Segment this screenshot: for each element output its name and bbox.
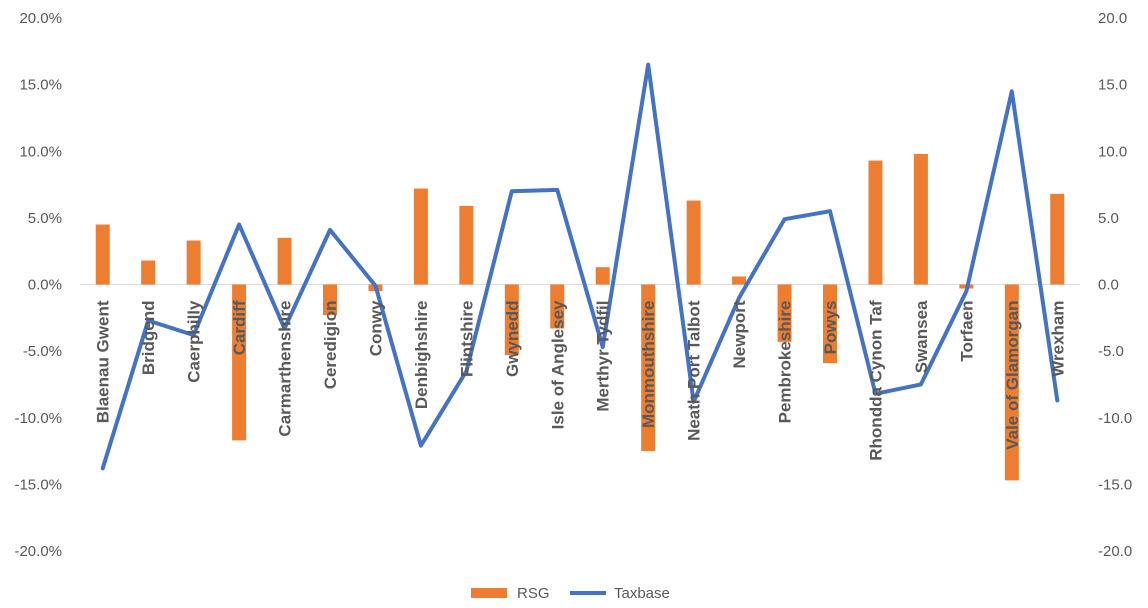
left-tick-label: 20.0% — [19, 10, 62, 27]
category-label: Powys — [821, 301, 840, 355]
category-label: Cardiff — [230, 300, 249, 355]
rsg-bar — [141, 260, 156, 285]
category-label: Blaenau Gwent — [94, 300, 113, 423]
right-tick-label: -15.0 — [1098, 476, 1132, 493]
right-tick-label: 5.0 — [1098, 210, 1119, 227]
left-tick-label: -10.0% — [14, 410, 62, 427]
rsg-bar — [641, 284, 656, 452]
category-label: Merthyr Tydfil — [594, 301, 613, 412]
rsg-bar — [732, 276, 747, 285]
rsg-bar — [277, 237, 292, 285]
category-label: Pembrokeshire — [776, 301, 795, 424]
rsg-bar — [504, 284, 519, 356]
rsg-bar — [686, 200, 701, 285]
rsg-bar — [823, 284, 837, 364]
category-label: Newport — [730, 300, 749, 368]
category-label: Isle of Anglesey — [548, 300, 567, 429]
rsg-bar — [95, 224, 110, 285]
rsg-bar — [186, 240, 201, 285]
rsg-bar — [913, 153, 928, 285]
left-tick-label: 0.0% — [28, 277, 62, 294]
right-tick-label: 15.0 — [1098, 77, 1127, 94]
legend-taxbase-label: Taxbase — [614, 585, 670, 602]
legend: RSG Taxbase — [471, 585, 670, 602]
left-tick-label: 15.0% — [19, 77, 62, 94]
rsg-bar — [1050, 193, 1065, 285]
right-tick-label: 20.0 — [1098, 10, 1127, 27]
left-tick-label: -5.0% — [23, 343, 62, 360]
left-tick-label: -15.0% — [14, 476, 62, 493]
category-label: Flintshire — [457, 301, 476, 378]
rsg-bar — [413, 188, 428, 285]
rsg-bar — [550, 284, 565, 329]
right-tick-label: -10.0 — [1098, 410, 1132, 427]
category-label: Gwynedd — [503, 301, 522, 378]
rsg-bar — [595, 267, 610, 285]
right-tick-label: 0.0 — [1098, 277, 1119, 294]
category-label: Carmarthenshire — [276, 301, 295, 437]
category-label: Wrexham — [1048, 301, 1067, 377]
category-label: Neath Port Talbot — [685, 300, 704, 441]
rsg-bar — [232, 284, 247, 441]
category-label: Conwy — [366, 300, 385, 356]
category-label: Rhondda Cynon Taf — [866, 300, 885, 461]
category-label: Monmouthshire — [639, 301, 658, 429]
left-tick-label: 5.0% — [28, 210, 62, 227]
left-tick-label: -20.0% — [14, 543, 62, 560]
rsg-bar — [1004, 284, 1019, 481]
category-labels: Blaenau Gwent Bridgend Caerphilly Cardiff Ca… — [94, 300, 1068, 461]
category-label: Ceredigion — [321, 301, 340, 390]
category-label: Denbighshire — [412, 300, 431, 409]
category-label: Bridgend — [139, 301, 158, 376]
left-tick-label: 10.0% — [19, 143, 62, 160]
category-label: Caerphilly — [185, 300, 204, 383]
category-label: Swansea — [912, 300, 931, 373]
rsg-bar — [323, 284, 337, 316]
left-axis: 20.0% 15.0% 10.0% 5.0% 0.0% -5.0% -10.0% -15.0%… — [14, 10, 62, 560]
right-tick-label: -5.0 — [1098, 343, 1124, 360]
right-tick-label: 10.0 — [1098, 143, 1127, 160]
category-label: Vale of Glamorgan — [1003, 300, 1022, 449]
rsg-bar — [868, 160, 883, 285]
right-axis: 20.0 15.0 10.0 5.0 0.0 -5.0 -10.0 -15.0 -20.0 — [1098, 10, 1132, 560]
right-tick-label: -20.0 — [1098, 543, 1132, 560]
rsg-bar — [777, 284, 792, 342]
legend-rsg-label: RSG — [517, 585, 550, 602]
category-label: Torfaen — [957, 301, 976, 362]
taxbase-line — [100, 62, 1060, 471]
legend-rsg-swatch — [471, 588, 507, 598]
rsg-bar — [459, 205, 474, 285]
